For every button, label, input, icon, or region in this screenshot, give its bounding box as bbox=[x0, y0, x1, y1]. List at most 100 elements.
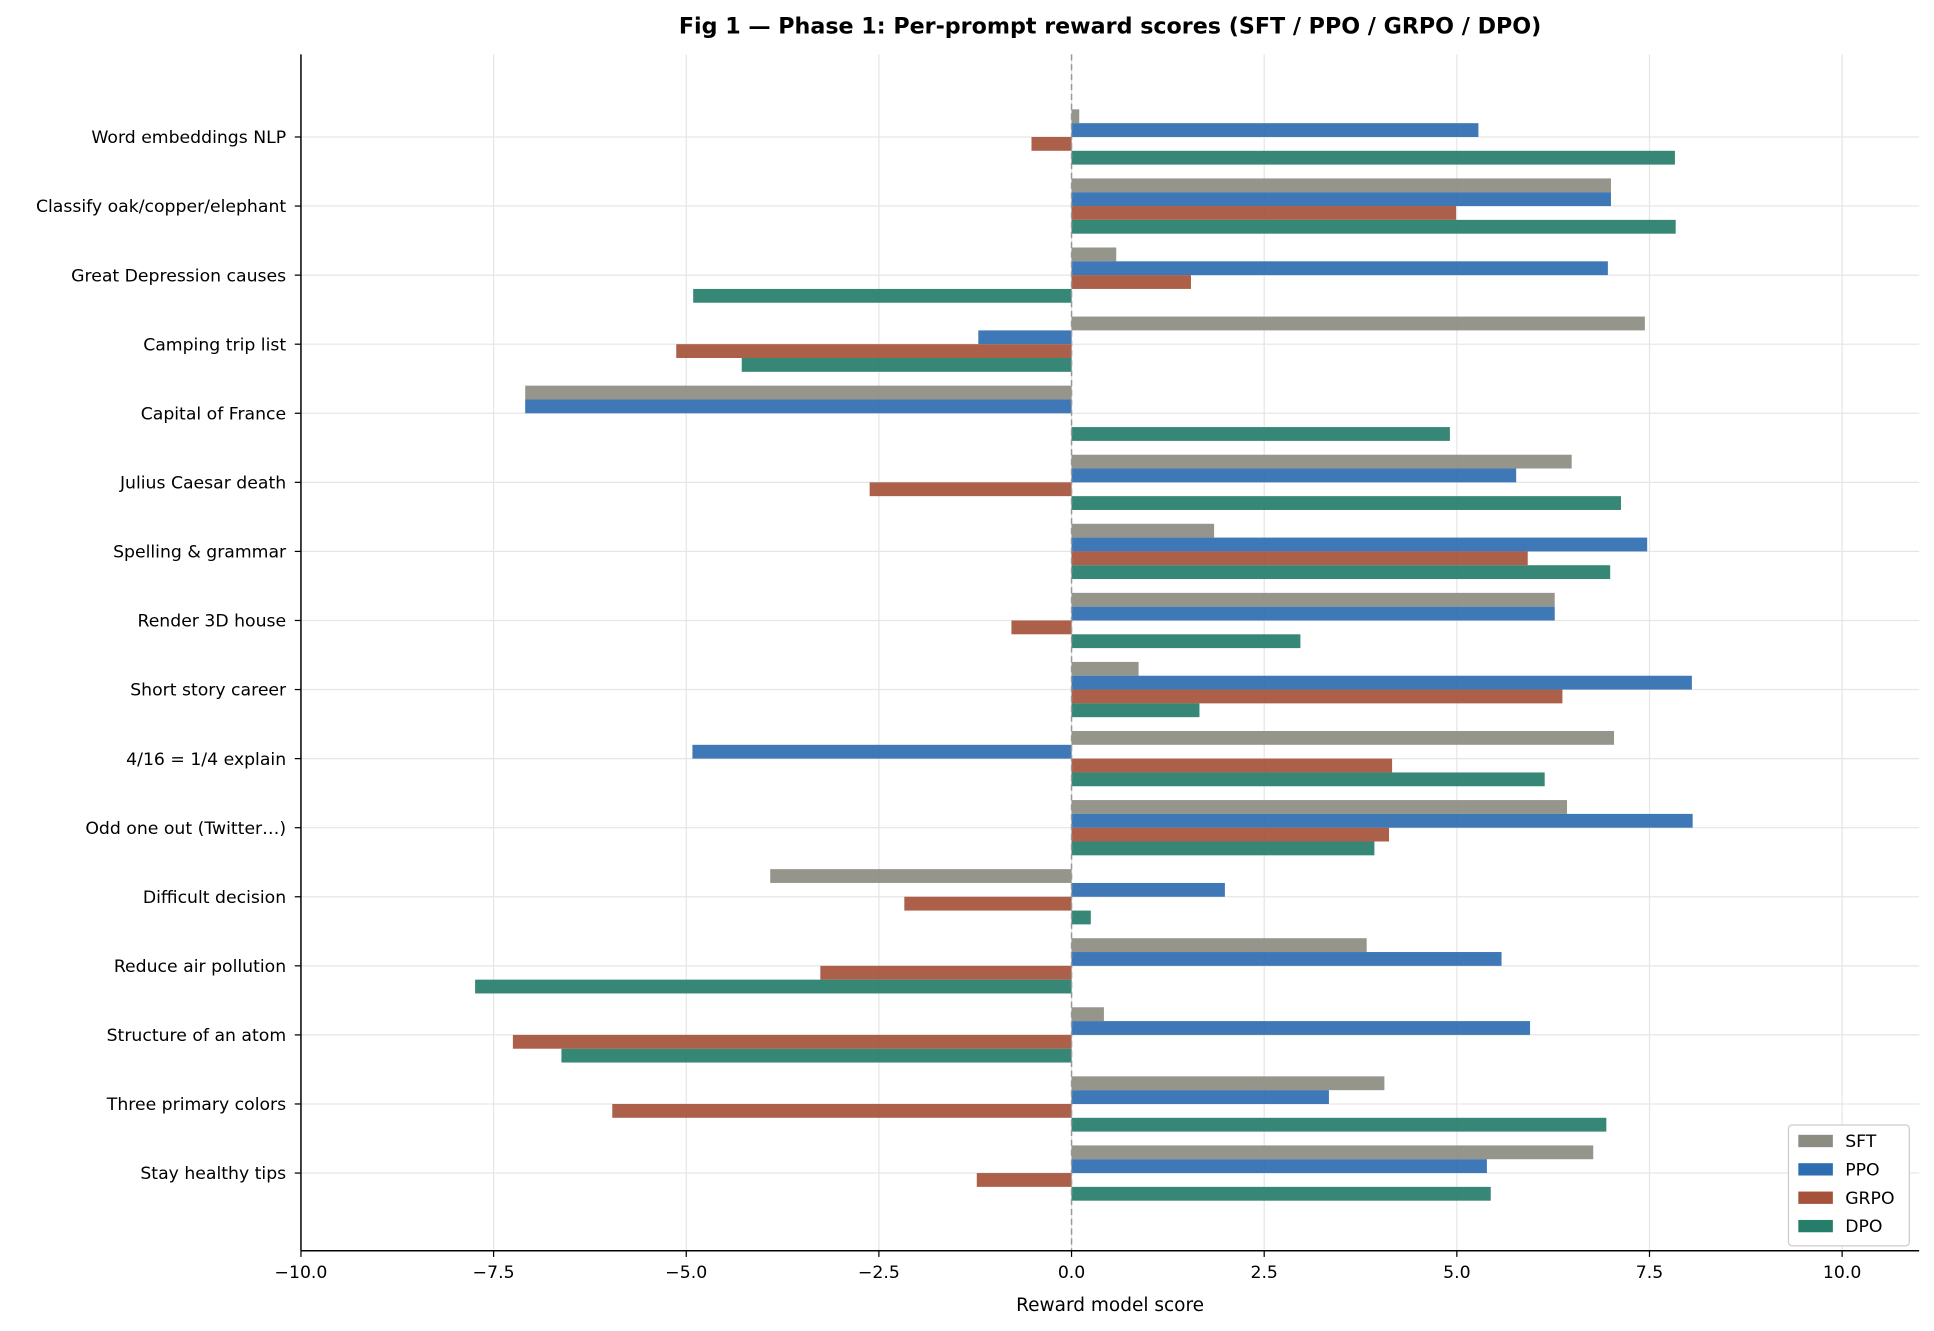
bar-ppo bbox=[1071, 952, 1502, 966]
bar-ppo bbox=[1071, 606, 1555, 621]
y-tick-label: Camping trip list bbox=[143, 335, 286, 355]
x-tick-label: −2.5 bbox=[858, 1263, 900, 1283]
bar-ppo bbox=[1071, 192, 1611, 207]
legend: SFT PPO GRPO DPO bbox=[1787, 1124, 1910, 1247]
bar-sft bbox=[1071, 523, 1215, 538]
y-tick-label: Short story career bbox=[130, 681, 287, 701]
x-tick-label: 2.5 bbox=[1250, 1263, 1277, 1283]
bar-ppo bbox=[1071, 813, 1693, 828]
bar-grpo bbox=[1011, 620, 1072, 635]
x-tick-label: 10.0 bbox=[1823, 1263, 1861, 1283]
bar-dpo bbox=[741, 358, 1072, 372]
bar-sft bbox=[1071, 938, 1367, 953]
bar-ppo bbox=[1071, 1159, 1487, 1174]
legend-label-grpo: GRPO bbox=[1845, 1189, 1894, 1209]
legend-label-ppo: PPO bbox=[1845, 1161, 1879, 1181]
bar-sft bbox=[1071, 1007, 1104, 1022]
bar-sft bbox=[1071, 661, 1139, 676]
bar-grpo bbox=[1071, 551, 1528, 566]
bar-sft bbox=[770, 869, 1072, 883]
chart-title: Fig 1 — Phase 1: Per-prompt reward score… bbox=[679, 13, 1541, 39]
bar-ppo bbox=[1071, 537, 1648, 552]
bar-grpo bbox=[976, 1173, 1072, 1187]
bar-ppo bbox=[692, 744, 1072, 759]
y-tick-label: Difficult decision bbox=[143, 888, 286, 908]
y-tick-label: Great Depression causes bbox=[71, 266, 286, 286]
bar-ppo bbox=[1071, 261, 1608, 276]
bar-dpo bbox=[1071, 219, 1676, 234]
bar-grpo bbox=[1031, 136, 1072, 151]
bar-dpo bbox=[1071, 841, 1375, 856]
axes: −10.0 −7.5 −5.0 −2.5 0.0 2.5 5.0 7.5 10.0 Word em… bbox=[36, 54, 1920, 1283]
bar-dpo bbox=[1071, 496, 1621, 510]
legend-box bbox=[1787, 1124, 1910, 1247]
legend-label-dpo: DPO bbox=[1845, 1217, 1882, 1237]
y-tick-label: Stay healthy tips bbox=[140, 1164, 286, 1184]
legend-swatch-ppo bbox=[1798, 1163, 1833, 1176]
bar-dpo bbox=[475, 979, 1072, 994]
x-tick-label: 5.0 bbox=[1443, 1263, 1470, 1283]
bar-sft bbox=[1071, 730, 1615, 745]
y-tick-label: Julius Caesar death bbox=[119, 474, 286, 494]
bar-sft bbox=[1071, 800, 1568, 814]
bar-sft bbox=[1071, 178, 1611, 193]
x-tick-label: −10.0 bbox=[275, 1263, 328, 1283]
bar-sft bbox=[1071, 247, 1117, 262]
x-axis-label: Reward model score bbox=[1016, 1295, 1204, 1316]
bar-grpo bbox=[512, 1034, 1072, 1049]
bar-grpo bbox=[612, 1103, 1072, 1118]
y-tick-label: Structure of an atom bbox=[107, 1026, 287, 1046]
bar-dpo bbox=[1071, 427, 1450, 441]
bar-sft bbox=[1071, 1145, 1594, 1160]
y-tick-label: Render 3D house bbox=[137, 612, 286, 632]
bar-ppo bbox=[1071, 675, 1692, 690]
bar-grpo bbox=[869, 482, 1072, 497]
bar-ppo bbox=[1071, 123, 1479, 137]
bar-ppo bbox=[1071, 1021, 1531, 1035]
bar-sft bbox=[1071, 592, 1555, 607]
x-tick-label: −7.5 bbox=[473, 1263, 515, 1283]
bar-grpo bbox=[1071, 689, 1563, 704]
bar-sft bbox=[1071, 454, 1572, 469]
bar-dpo bbox=[1071, 772, 1545, 787]
grid bbox=[300, 54, 1920, 1251]
bar-ppo bbox=[978, 330, 1072, 345]
y-tick-label: Three primary colors bbox=[106, 1095, 286, 1115]
y-tick-label: Odd one out (Twitter…) bbox=[85, 819, 286, 839]
x-tick-label: 0.0 bbox=[1058, 1263, 1085, 1283]
bar-ppo bbox=[1071, 468, 1517, 483]
bar-ppo bbox=[1071, 882, 1225, 897]
bar-dpo bbox=[693, 288, 1072, 303]
y-tick-label: 4/16 = 1/4 explain bbox=[126, 750, 286, 770]
bars bbox=[475, 109, 1693, 1201]
bar-ppo bbox=[1071, 1090, 1329, 1104]
bar-grpo bbox=[1071, 827, 1390, 842]
y-tick-label: Reduce air pollution bbox=[114, 957, 286, 977]
bar-dpo bbox=[561, 1048, 1072, 1063]
legend-label-sft: SFT bbox=[1845, 1132, 1877, 1152]
bar-dpo bbox=[1071, 565, 1611, 580]
bar-sft bbox=[1071, 1076, 1385, 1091]
y-tick-label: Word embeddings NLP bbox=[91, 128, 286, 148]
bar-grpo bbox=[1071, 206, 1457, 220]
x-tick-label: 7.5 bbox=[1636, 1263, 1663, 1283]
bar-grpo bbox=[676, 344, 1072, 359]
bar-grpo bbox=[820, 965, 1072, 980]
bar-ppo bbox=[525, 399, 1072, 414]
bar-grpo bbox=[1071, 758, 1393, 773]
bar-sft bbox=[1071, 109, 1080, 124]
bar-grpo bbox=[904, 896, 1072, 911]
bar-sft bbox=[525, 385, 1072, 400]
bar-dpo bbox=[1071, 1117, 1607, 1132]
x-tick-label: −5.0 bbox=[665, 1263, 707, 1283]
y-tick-label: Classify oak/copper/elephant bbox=[36, 197, 286, 217]
bar-dpo bbox=[1071, 910, 1091, 925]
bar-dpo bbox=[1071, 634, 1301, 649]
bar-dpo bbox=[1071, 150, 1675, 165]
bar-grpo bbox=[1071, 275, 1191, 289]
legend-swatch-sft bbox=[1798, 1134, 1833, 1148]
legend-swatch-dpo bbox=[1798, 1219, 1833, 1233]
y-tick-label: Capital of France bbox=[141, 404, 286, 424]
bar-dpo bbox=[1071, 703, 1200, 718]
